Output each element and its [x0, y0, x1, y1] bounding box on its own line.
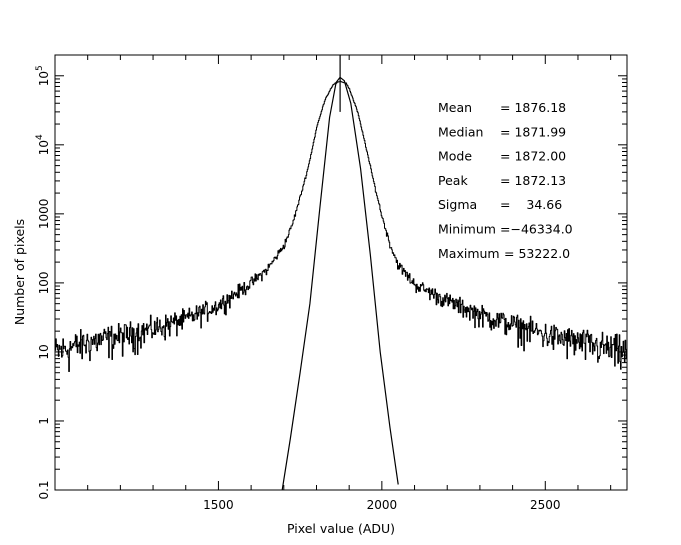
- y-tick-label: 1: [37, 417, 51, 425]
- y-tick-label: 105: [35, 65, 51, 86]
- x-tick-label: 2500: [530, 498, 561, 512]
- y-tick-labels: 0.1 1 10 100 1000 104 105: [35, 65, 51, 499]
- stat-label: Median: [438, 124, 483, 139]
- stat-label: Minimum: [438, 222, 496, 237]
- stat-value: = 1872.13: [500, 173, 566, 188]
- stat-value: = 34.66: [500, 197, 562, 212]
- x-axis-title: Pixel value (ADU): [287, 521, 395, 536]
- x-tick-labels: 1500 2000 2500: [203, 498, 560, 512]
- y-tick-label: 104: [35, 134, 51, 155]
- stat-label: Peak: [438, 173, 468, 188]
- stat-label: Sigma: [438, 197, 477, 212]
- plot-frame: [54, 54, 628, 491]
- x-tick-label: 1500: [203, 498, 234, 512]
- y-tick-label: 0.1: [37, 480, 51, 499]
- y-tick-label: 10: [37, 344, 51, 359]
- stat-label: Mode: [438, 149, 472, 164]
- stat-label: Mean: [438, 100, 472, 115]
- x-tick-label: 2000: [367, 498, 398, 512]
- y-axis-title: Number of pixels: [12, 219, 27, 325]
- stat-value: = 53222.0: [504, 246, 570, 261]
- stat-value: =−46334.0: [500, 222, 573, 237]
- statistics-annotations: Mean = 1876.18 Median = 1871.99 Mode = 1872.0…: [438, 100, 573, 261]
- stat-value: = 1871.99: [500, 124, 566, 139]
- series-layer: [55, 55, 627, 490]
- stat-value: = 1872.00: [500, 149, 566, 164]
- axis-ticks: [55, 54, 627, 491]
- histogram-line: [55, 80, 627, 372]
- stat-value: = 1876.18: [500, 100, 566, 115]
- y-tick-label: 100: [37, 271, 51, 294]
- stat-label: Maximum: [438, 246, 500, 261]
- y-tick-label: 1000: [37, 199, 51, 230]
